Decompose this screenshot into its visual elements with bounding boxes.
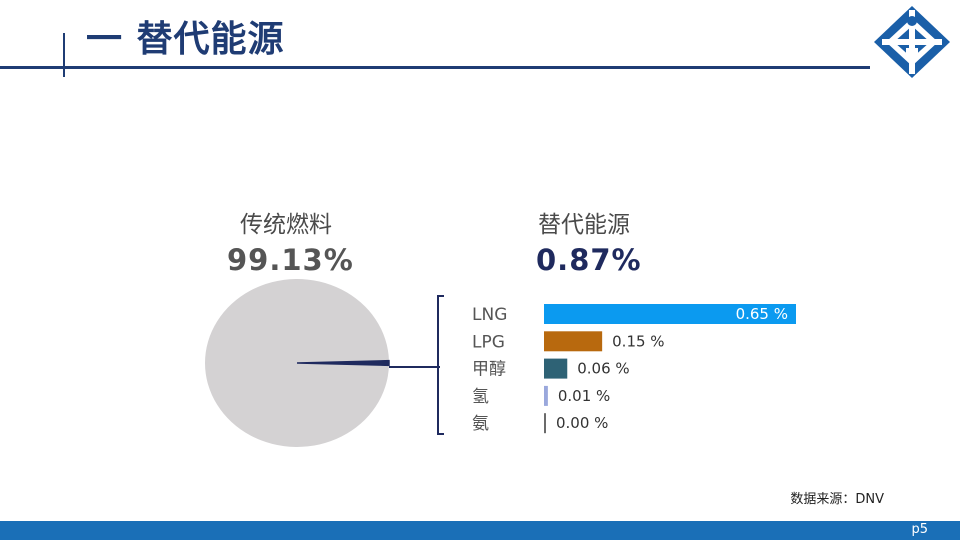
institution-logo-icon	[874, 6, 950, 78]
title-divider	[0, 66, 870, 69]
bar-value-label: 0.06 %	[577, 360, 629, 378]
traditional-fuel-label: 传统燃料	[240, 212, 332, 238]
bar-value-label: 0.00 %	[556, 414, 608, 432]
bar-4	[544, 413, 546, 434]
page-title: 一 替代能源	[86, 19, 285, 60]
alternative-energy-label: 替代能源	[538, 212, 630, 238]
title-accent-mark	[63, 33, 65, 77]
bar-3	[544, 385, 548, 406]
bar-category-label: 甲醇	[472, 360, 506, 380]
bar-category-label: LNG	[472, 305, 507, 325]
alternative-energy-percent: 0.87%	[536, 243, 642, 277]
bar-category-label: LPG	[472, 332, 505, 352]
bar-value-label: 0.01 %	[558, 387, 610, 405]
bar-value-label: 0.15 %	[612, 332, 664, 350]
footer-bar	[0, 521, 960, 540]
bar-category-label: 氢	[472, 387, 489, 407]
breakdown-bracket	[437, 295, 444, 435]
bar-1	[544, 331, 603, 352]
share-pie-chart	[205, 279, 440, 447]
page-number: p5	[911, 522, 928, 537]
pie-slice-alternative-energy	[296, 359, 390, 367]
bar-0	[544, 304, 796, 324]
traditional-fuel-percent: 99.13%	[227, 243, 354, 277]
bar-category-label: 氨	[472, 414, 489, 434]
alternative-breakdown-bar-chart: LNG 0.65 % LPG 0.15 % 甲醇 0.06 % 氢 0.01 % 氨 0.00 %	[437, 295, 796, 435]
source-note: 数据来源：DNV	[790, 492, 884, 507]
bar-2	[544, 358, 568, 379]
bar-value-label: 0.65 %	[736, 305, 788, 323]
